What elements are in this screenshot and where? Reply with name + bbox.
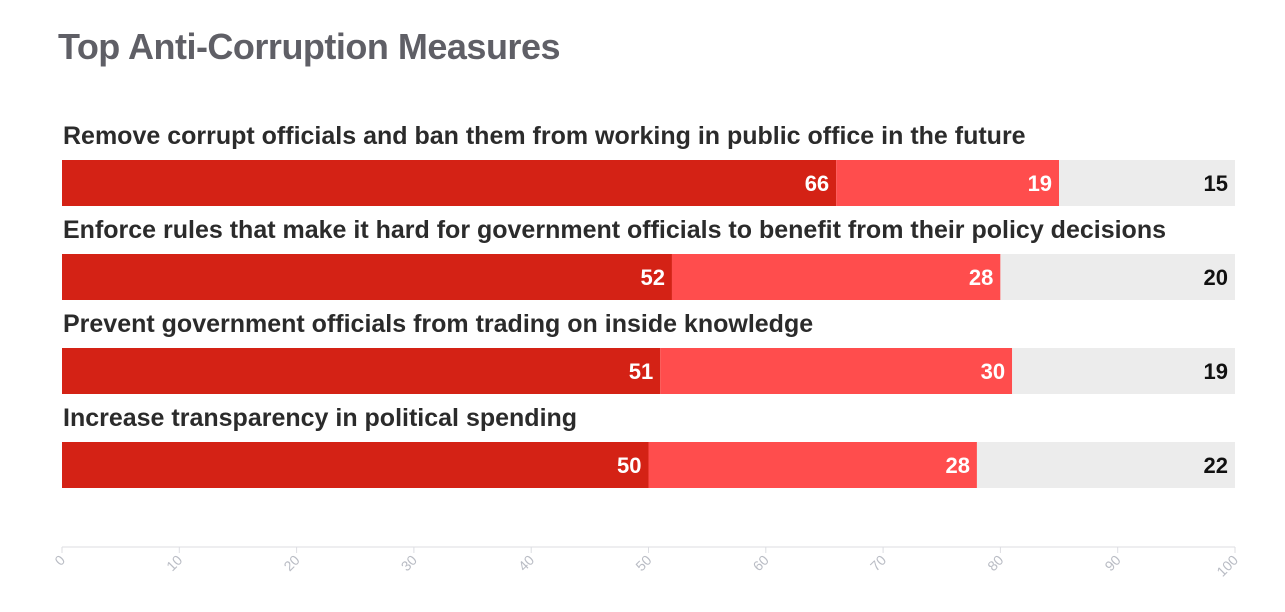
bar-row: Remove corrupt officials and ban them fr…: [62, 122, 1235, 206]
bars-layer: Remove corrupt officials and ban them fr…: [62, 122, 1235, 488]
data-label: 52: [640, 265, 664, 290]
data-label: 66: [805, 171, 829, 196]
chart-title: Top Anti-Corruption Measures: [58, 26, 561, 67]
bar-segment: [1059, 160, 1235, 206]
x-tick-label: 10: [163, 552, 185, 574]
bar-row: Increase transparency in political spend…: [62, 404, 1235, 488]
x-tick-label: 70: [867, 552, 889, 574]
data-label: 30: [981, 359, 1005, 384]
x-tick-label: 80: [984, 552, 1006, 574]
data-label: 51: [629, 359, 653, 384]
data-label: 28: [945, 453, 969, 478]
x-tick-label: 30: [398, 552, 420, 574]
data-label: 19: [1204, 359, 1228, 384]
x-tick-label: 90: [1101, 552, 1123, 574]
data-label: 15: [1204, 171, 1228, 196]
bar-row: Enforce rules that make it hard for gove…: [62, 216, 1235, 300]
x-tick-label: 40: [515, 552, 537, 574]
category-label: Enforce rules that make it hard for gove…: [63, 216, 1166, 244]
x-tick-label: 60: [750, 552, 772, 574]
x-tick-label: 0: [51, 552, 68, 569]
bar-segment: [62, 254, 672, 300]
bar-segment: [62, 442, 649, 488]
bar-segment: [62, 160, 837, 206]
data-label: 20: [1204, 265, 1228, 290]
bar-segment: [62, 348, 661, 394]
x-axis: 0 10 20 30 40 50 60 70 80 90 100: [51, 546, 1241, 580]
category-label: Remove corrupt officials and ban them fr…: [63, 122, 1026, 150]
bar-segment: [671, 254, 1001, 300]
bar-segment: [1012, 348, 1235, 394]
data-label: 28: [969, 265, 993, 290]
bar-segment: [1000, 254, 1235, 300]
bar-segment: [836, 160, 1060, 206]
data-label: 19: [1028, 171, 1052, 196]
data-label: 50: [617, 453, 641, 478]
category-label: Increase transparency in political spend…: [63, 404, 577, 432]
x-tick-label: 50: [632, 552, 654, 574]
bar-row: Prevent government officials from tradin…: [62, 310, 1235, 394]
x-tick-label: 20: [280, 552, 302, 574]
bar-segment: [648, 442, 977, 488]
category-label: Prevent government officials from tradin…: [63, 310, 813, 338]
x-tick-label: 100: [1213, 552, 1241, 580]
bar-segment: [976, 442, 1235, 488]
bar-segment: [660, 348, 1013, 394]
data-label: 22: [1204, 453, 1228, 478]
